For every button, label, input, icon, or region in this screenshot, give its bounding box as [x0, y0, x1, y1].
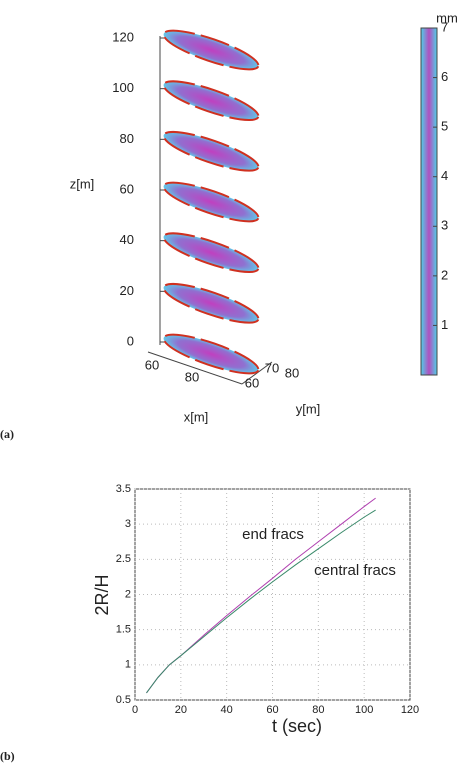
y-tick-label: 70 [265, 360, 279, 375]
fracture [162, 181, 260, 223]
y-tick-label: 1.5 [116, 624, 131, 636]
fracture [162, 283, 260, 324]
x-tick-label: 80 [312, 704, 324, 716]
x-tick-label: 100 [355, 704, 373, 716]
y-tick-label: 0.5 [116, 694, 131, 706]
fracture [162, 232, 260, 273]
z-label: z[m] [70, 176, 95, 191]
y-tick-label: 1 [125, 659, 131, 671]
panel-label: (b) [0, 749, 15, 763]
x-tick-label: 40 [221, 704, 233, 716]
z-tick-label: 40 [120, 232, 134, 247]
annotation: end fracs [242, 526, 304, 543]
x-tick-label: 80 [185, 369, 199, 384]
colorbar [420, 27, 438, 376]
x-tick-label: 20 [175, 704, 187, 716]
line-series [146, 509, 376, 694]
fracture [162, 29, 260, 71]
fracture [162, 333, 260, 375]
x-tick-label: 0 [132, 704, 138, 716]
fracture [162, 131, 260, 172]
y-tick-label: 3 [125, 518, 131, 530]
x-label: x[m] [184, 409, 209, 424]
colorbar-tick-label: 7 [441, 19, 448, 34]
colorbar-label: mm [436, 10, 458, 25]
colorbar-tick-label: 3 [441, 218, 448, 233]
x-label: t (sec) [272, 716, 322, 736]
x-tick-label: 60 [266, 704, 278, 716]
fracture [162, 80, 260, 121]
y-label: 2R/H [92, 574, 112, 615]
y-tick-label: 60 [245, 375, 259, 390]
y-tick-label: 2 [125, 588, 131, 600]
z-tick-label: 100 [112, 80, 134, 95]
colorbar-tick-label: 5 [441, 119, 448, 134]
y-tick-label: 3.5 [116, 483, 131, 495]
y-tick-label: 80 [285, 365, 299, 380]
annotation: central fracs [314, 562, 396, 579]
colorbar-tick-label: 6 [441, 69, 448, 84]
colorbar-tick-label: 4 [441, 168, 448, 183]
x-tick-label: 60 [145, 357, 159, 372]
colorbar-tick-label: 2 [441, 267, 448, 282]
panel-label: (a) [0, 427, 14, 441]
y-tick-label: 2.5 [116, 553, 131, 565]
z-tick-label: 80 [120, 131, 134, 146]
y-label: y[m] [296, 401, 321, 416]
colorbar-tick-label: 1 [441, 317, 448, 332]
z-tick-label: 120 [112, 29, 134, 44]
z-tick-label: 0 [127, 333, 134, 348]
plot-frame [134, 488, 411, 701]
x-tick-label: 120 [401, 704, 419, 716]
z-tick-label: 60 [120, 181, 134, 196]
z-tick-label: 20 [120, 283, 134, 298]
